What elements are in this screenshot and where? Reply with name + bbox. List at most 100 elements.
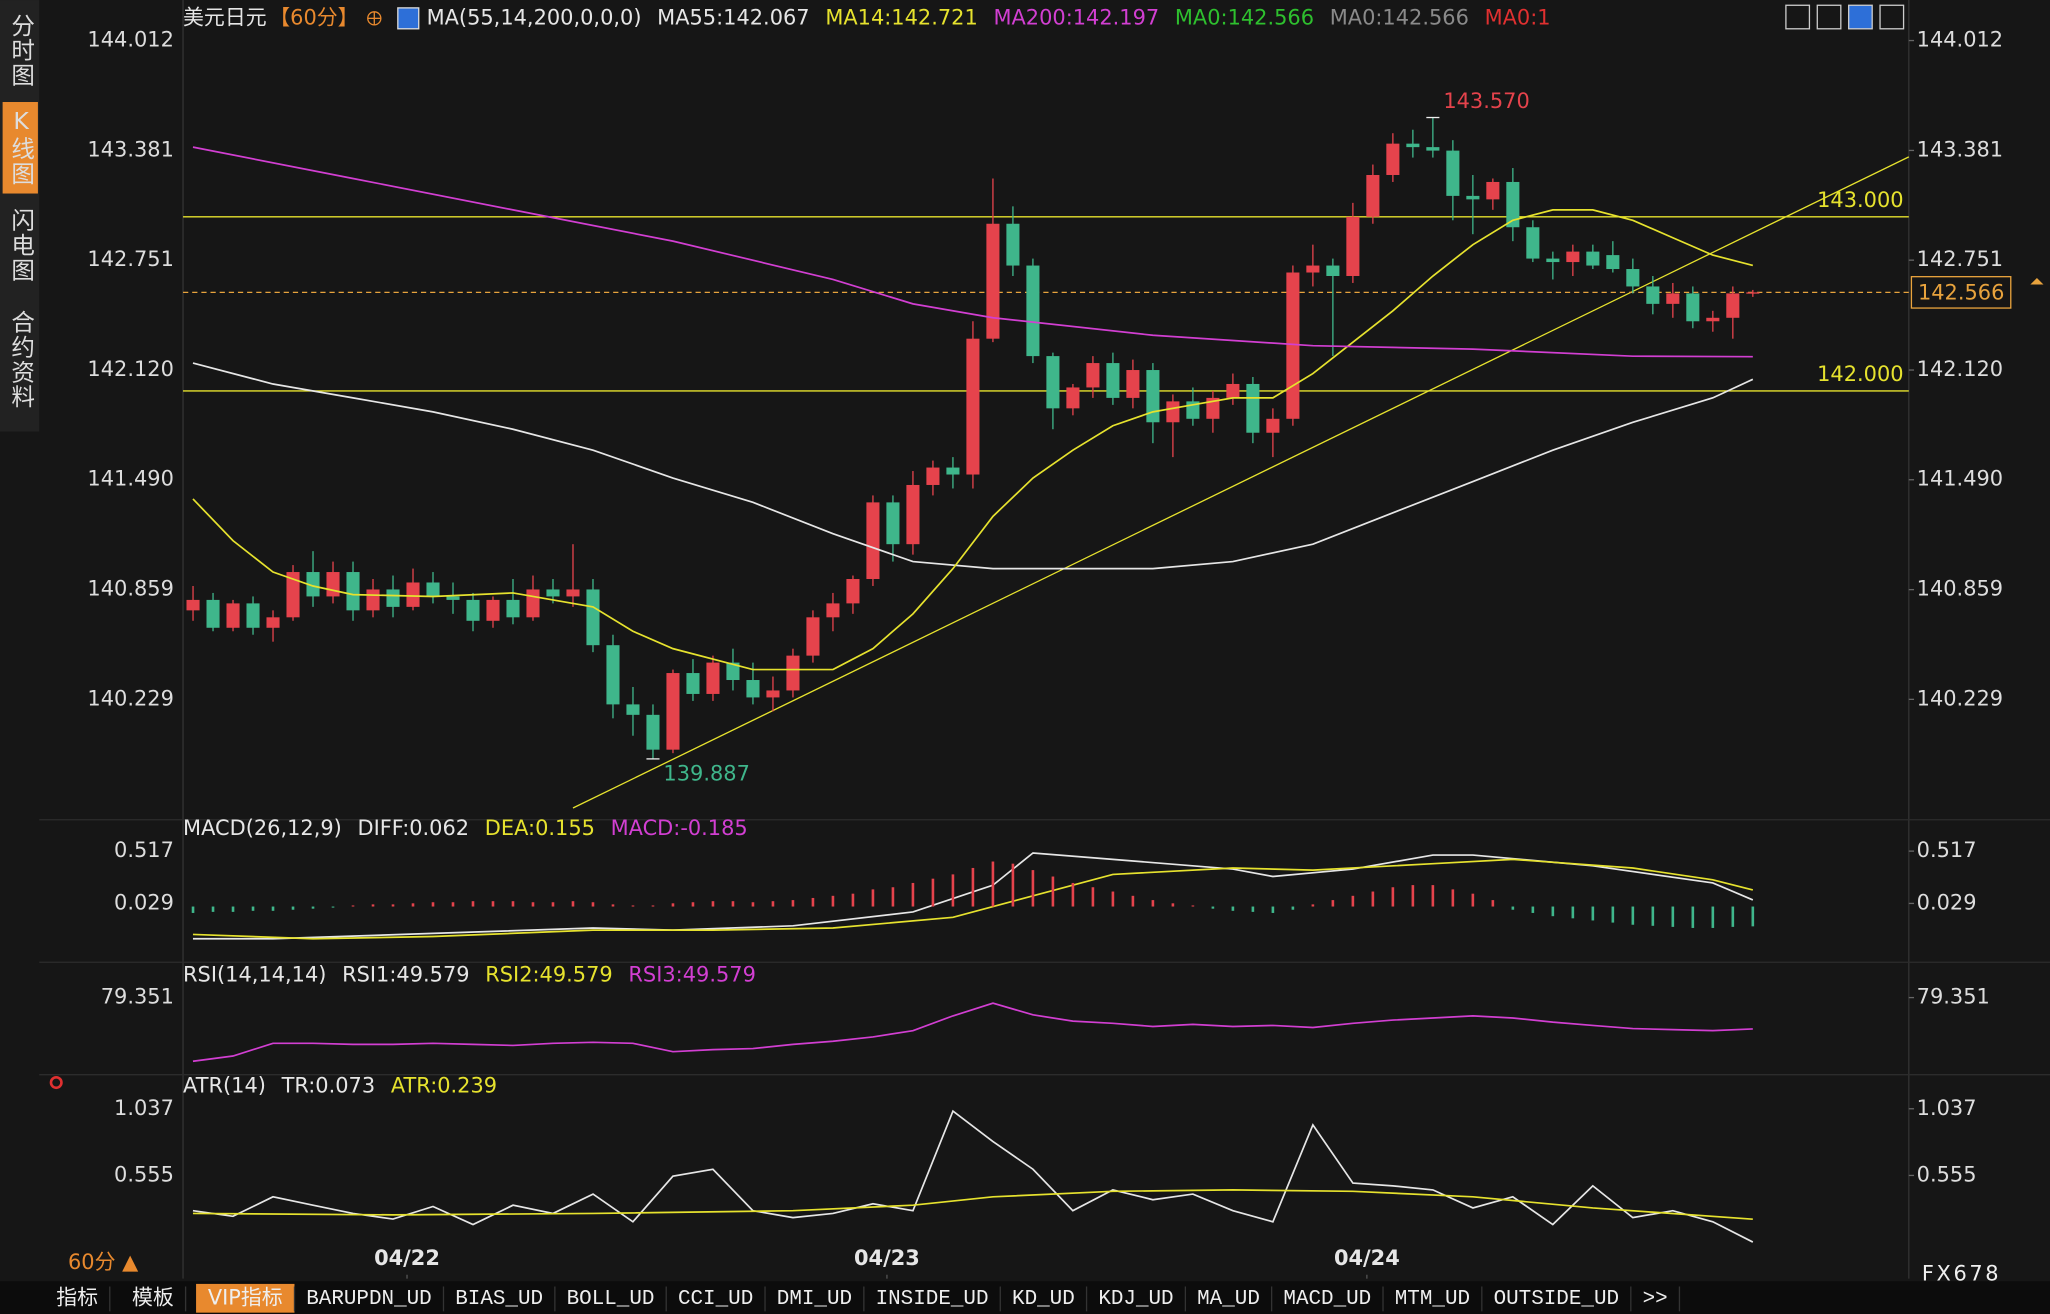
candle-body [1366, 174, 1380, 217]
y-tick-label-right: 142.120 [1917, 357, 2003, 381]
candle-body [246, 603, 260, 628]
sidebar-tab[interactable]: K线图 [7, 107, 35, 186]
toolbar-tab[interactable]: VIP指标 [208, 1285, 283, 1309]
legend-entry: MA14:142.721 [825, 5, 977, 29]
candle-body [1686, 293, 1700, 322]
toolbar-icons[interactable] [1785, 4, 1905, 30]
candle-body [1126, 370, 1140, 398]
toolbar-tab[interactable]: >> [1643, 1288, 1668, 1311]
toolbar-tab[interactable]: BOLL_UD [567, 1288, 655, 1311]
toolbar-tab[interactable]: 指标 [56, 1285, 98, 1309]
candle-body [1486, 181, 1500, 200]
toolbar-tab[interactable]: BARUPDN_UD [306, 1288, 431, 1311]
panel: 79.351 79.351 RSI(14,14,14) RSI1:49.579 RSI2… [101, 962, 1990, 1063]
candle-body [546, 589, 560, 597]
candle-body [1326, 265, 1340, 276]
period-label: 【60分】 [269, 5, 358, 29]
legend-entry: DIFF:0.062 [358, 816, 470, 840]
candle-body [526, 589, 540, 618]
candle-body [186, 599, 200, 611]
icon[interactable] [49, 1076, 63, 1090]
toolbar-tab[interactable]: BIAS_UD [455, 1288, 543, 1311]
period-switch[interactable]: 60分 ▲ [68, 1250, 139, 1274]
y-tick-label: 141.490 [87, 467, 173, 491]
candle-body [1746, 292, 1760, 294]
series-line [192, 852, 1754, 940]
candle-body [1346, 216, 1360, 276]
toolbar-tab[interactable]: CCI_UD [678, 1288, 753, 1311]
candle-body [786, 655, 800, 691]
candle-body [1666, 293, 1680, 304]
panel: 1.037 1.037 0.555 0.555 ATR(14) TR:0.073 ATR:0… [114, 1073, 1977, 1243]
indicator-label: MA(55,14,200,0,0,0) [427, 5, 642, 29]
sidebar-tab[interactable]: 合约资料 [7, 310, 35, 410]
candle-body [426, 582, 440, 597]
candle-body [606, 645, 620, 705]
candle-body [626, 704, 640, 715]
candle-body [226, 603, 240, 628]
icon[interactable] [1848, 4, 1873, 30]
toolbar-tab[interactable]: KD_UD [1012, 1288, 1075, 1311]
candle-body [1226, 383, 1240, 398]
icon[interactable] [1816, 4, 1842, 30]
last-price-box [1910, 276, 2012, 309]
candle-body [1526, 227, 1540, 259]
toolbar-tab[interactable]: MTM_UD [1395, 1288, 1470, 1311]
icon[interactable] [397, 7, 420, 30]
candle-body [1066, 387, 1080, 409]
series-line [192, 362, 1754, 570]
toolbar-tab[interactable]: INSIDE_UD [876, 1288, 989, 1311]
candle-body [586, 589, 600, 646]
legend-entry: TR:0.073 [281, 1073, 376, 1097]
candle-body [326, 572, 340, 597]
toolbar-bg [0, 1281, 2050, 1314]
sidebar-tab[interactable]: 分时图 [7, 13, 35, 88]
icon[interactable] [1879, 4, 1905, 30]
candle-body [1046, 356, 1060, 409]
candle-body [1406, 143, 1420, 148]
y-tick-label: 79.351 [101, 985, 174, 1009]
series-line [192, 1002, 1753, 1063]
x-tick-label: 04/22 [374, 1246, 440, 1270]
legend-entry: MA0:142.566 [1175, 5, 1314, 29]
candle-body [566, 589, 580, 597]
toolbar-tab[interactable]: KDJ_UD [1098, 1288, 1173, 1311]
toolbar-tab[interactable]: 模板 [132, 1285, 174, 1309]
candle-body [1086, 363, 1100, 388]
brand: FX678 [1922, 1262, 2001, 1286]
y-tick-label: 0.029 [114, 890, 174, 914]
y-tick-label-right: 1.037 [1917, 1096, 1977, 1120]
toolbar-tab[interactable]: MA_UD [1197, 1288, 1260, 1311]
candle-body [1726, 293, 1740, 318]
candle-body [1026, 265, 1040, 357]
candle-body [1286, 272, 1300, 419]
x-tick-label: 04/24 [1334, 1246, 1400, 1270]
panel-title: MACD(26,12,9) [183, 816, 342, 840]
legend-entry: MA200:142.197 [993, 5, 1159, 29]
candle-body [406, 582, 420, 607]
annotation-label: 143.570 [1443, 89, 1529, 113]
candle-body [266, 617, 280, 628]
candle-body [726, 662, 740, 681]
candle-body [766, 690, 780, 698]
icon[interactable] [1785, 4, 1811, 30]
panel-title: RSI(14,14,14) [183, 962, 326, 986]
candle-body [346, 572, 360, 611]
toolbar-tab[interactable]: DMI_UD [777, 1288, 852, 1311]
sun-icon[interactable] [49, 1076, 63, 1090]
candle-body [926, 467, 940, 485]
toolbar-tab[interactable]: OUTSIDE_UD [1494, 1288, 1619, 1311]
panel-title: 美元日元 [183, 5, 267, 29]
candle-body [666, 673, 680, 750]
sidebar-tab[interactable]: 闪电图 [7, 208, 35, 283]
candle-body [366, 589, 380, 611]
candle-body [1546, 258, 1560, 263]
y-tick-label: 0.517 [114, 838, 174, 862]
toolbar-tab[interactable]: MACD_UD [1283, 1288, 1371, 1311]
y-tick-label-right: 0.555 [1917, 1162, 1977, 1186]
legend-entry: RSI3:49.579 [628, 962, 755, 986]
panel-title: ATR(14) [183, 1073, 266, 1097]
y-tick-label-right: 140.859 [1917, 577, 2003, 601]
legend-entry: MACD:-0.185 [611, 816, 748, 840]
